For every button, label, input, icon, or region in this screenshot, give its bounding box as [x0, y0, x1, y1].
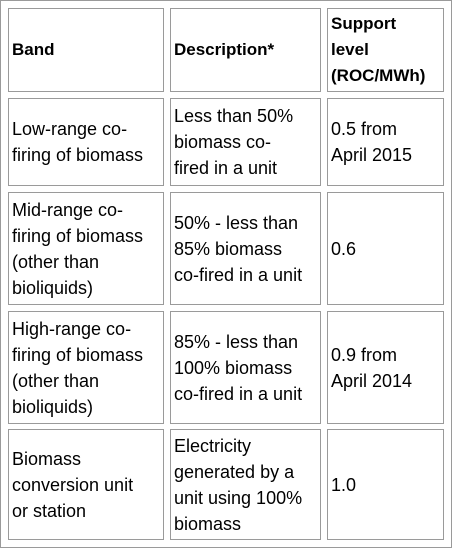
row-1-band: Low-range co-firing of biomass [8, 98, 164, 186]
header-description-label: Description* [174, 40, 275, 59]
header-description: Description* [170, 8, 321, 92]
row-4-description: Electricity generated by a unit using 100%… [170, 429, 321, 540]
row-2-support-level-text: 0.6 [331, 238, 357, 259]
row-2-band-text: Mid-range co-firing of biomass (other tha… [12, 199, 144, 298]
header-support-level-label: Support level (ROC/MWh) [331, 14, 426, 85]
row-4-support-level: 1.0 [327, 429, 444, 540]
row-3-support-level-text: 0.9 from April 2014 [331, 344, 413, 391]
row-4-band: Biomass conversion unit or station [8, 429, 164, 540]
row-3-band-text: High-range co-firing of biomass (other th… [12, 318, 144, 417]
row-3-support-level: 0.9 from April 2014 [327, 311, 444, 424]
header-support-level: Support level (ROC/MWh) [327, 8, 444, 92]
row-3-description: 85% - less than 100% biomass co-fired in a… [170, 311, 321, 424]
row-3-description-text: 85% - less than 100% biomass co-fired in a… [174, 331, 303, 404]
row-1-band-text: Low-range co-firing of biomass [12, 119, 144, 165]
row-1-description-text: Less than 50% biomass co-fired in a unit [174, 106, 294, 178]
header-band: Band [8, 8, 164, 92]
row-2-description: 50% - less than 85% biomass co-fired in a … [170, 192, 321, 305]
row-1-support-level-text: 0.5 from April 2015 [331, 119, 413, 165]
row-4-support-level-text: 1.0 [331, 474, 357, 495]
row-1-description: Less than 50% biomass co-fired in a unit [170, 98, 321, 186]
row-2-description-text: 50% - less than 85% biomass co-fired in a … [174, 212, 303, 285]
row-2-band: Mid-range co-firing of biomass (other tha… [8, 192, 164, 305]
row-4-description-text: Electricity generated by a unit using 100%… [174, 435, 303, 534]
header-band-label: Band [12, 40, 55, 59]
row-2-support-level: 0.6 [327, 192, 444, 305]
row-1-support-level: 0.5 from April 2015 [327, 98, 444, 186]
row-3-band: High-range co-firing of biomass (other th… [8, 311, 164, 424]
row-4-band-text: Biomass conversion unit or station [12, 448, 134, 521]
